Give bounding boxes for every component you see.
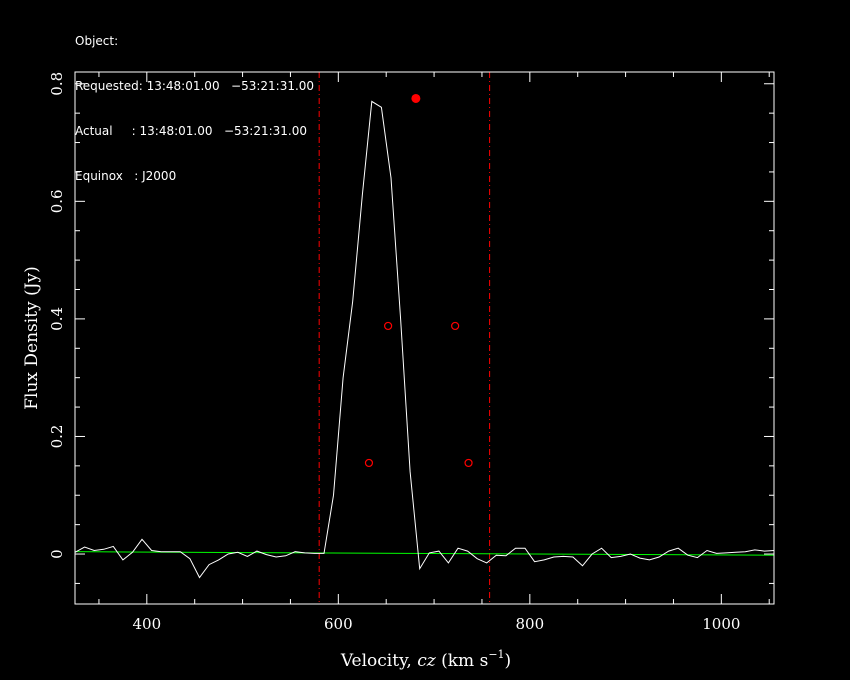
velocity-limit-lines — [318, 72, 491, 604]
y-tick-label: 0.6 — [48, 189, 66, 213]
y-tick-label: 0.4 — [48, 307, 66, 331]
y-axis-title: Flux Density (Jy) — [22, 266, 42, 410]
baseline-fit — [74, 551, 775, 556]
x-tick-label: 400 — [132, 615, 161, 633]
peak-marker — [411, 93, 421, 103]
width-marker — [464, 458, 473, 468]
tick-marks — [75, 72, 774, 604]
y-tick-label: 0.2 — [48, 425, 66, 449]
x-tick-label: 1000 — [702, 615, 740, 633]
header-info: Object: Requested: 13:48:01.00 −53:21:31… — [75, 4, 314, 199]
x-tick-label: 800 — [516, 615, 545, 633]
x-axis-title: Velocity, cz (km s−1) — [340, 648, 511, 671]
width-markers — [364, 93, 473, 468]
x-tick-labels: 400 600 800 1000 — [132, 615, 740, 633]
spectrum-series — [74, 100, 775, 579]
width-marker — [364, 458, 374, 468]
plot-frame — [74, 71, 775, 605]
baseline-line — [74, 551, 775, 556]
requested-line: Requested: 13:48:01.00 −53:21:31.00 — [75, 79, 315, 93]
width-marker — [384, 321, 393, 331]
spectrum-line — [74, 100, 775, 579]
width-marker — [451, 321, 460, 331]
y-tick-label: 0 — [48, 549, 66, 559]
actual-line: Actual : 13:48:01.00 −53:21:31.00 — [75, 124, 307, 138]
y-tick-label: 0.8 — [48, 72, 66, 96]
object-line: Object: — [75, 34, 119, 48]
x-tick-label: 600 — [324, 615, 353, 633]
equinox-line: Equinox : J2000 — [75, 169, 177, 183]
y-tick-labels: 0 0.2 0.4 0.6 0.8 — [48, 72, 66, 559]
